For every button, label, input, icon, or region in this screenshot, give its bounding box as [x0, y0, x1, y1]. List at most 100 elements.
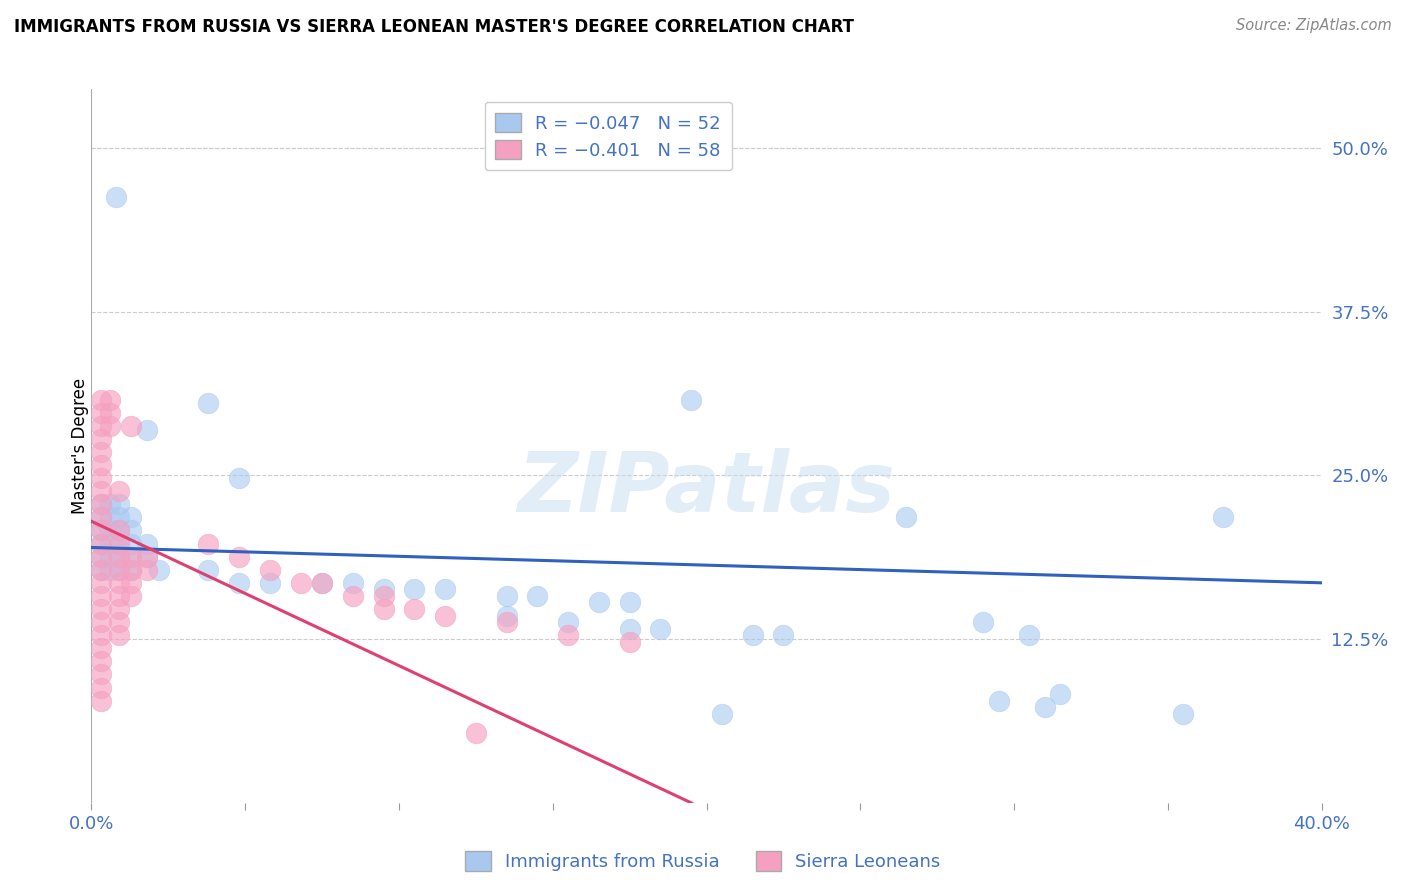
Point	[108, 524, 131, 538]
Point	[772, 628, 794, 642]
Point	[120, 575, 142, 590]
Text: Source: ZipAtlas.com: Source: ZipAtlas.com	[1236, 18, 1392, 33]
Point	[98, 563, 121, 577]
Point	[98, 418, 121, 433]
Point	[650, 622, 672, 636]
Point	[90, 497, 112, 511]
Point	[120, 536, 142, 550]
Point	[108, 510, 131, 524]
Text: IMMIGRANTS FROM RUSSIA VS SIERRA LEONEAN MASTER'S DEGREE CORRELATION CHART: IMMIGRANTS FROM RUSSIA VS SIERRA LEONEAN…	[14, 18, 853, 36]
Point	[90, 406, 112, 420]
Point	[135, 549, 157, 564]
Point	[108, 615, 131, 629]
Point	[1033, 700, 1056, 714]
Point	[90, 641, 112, 656]
Point	[619, 634, 641, 648]
Point	[108, 563, 131, 577]
Point	[741, 628, 763, 642]
Point	[135, 536, 157, 550]
Point	[619, 622, 641, 636]
Point	[90, 432, 112, 446]
Point	[373, 589, 395, 603]
Point	[120, 549, 142, 564]
Point	[108, 497, 131, 511]
Point	[90, 589, 112, 603]
Point	[228, 575, 250, 590]
Point	[342, 589, 364, 603]
Point	[495, 589, 517, 603]
Point	[135, 549, 157, 564]
Point	[90, 418, 112, 433]
Point	[98, 524, 121, 538]
Point	[311, 575, 333, 590]
Point	[98, 497, 121, 511]
Point	[434, 608, 457, 623]
Point	[90, 497, 112, 511]
Point	[135, 423, 157, 437]
Point	[228, 549, 250, 564]
Point	[120, 549, 142, 564]
Point	[197, 563, 219, 577]
Legend: Immigrants from Russia, Sierra Leoneans: Immigrants from Russia, Sierra Leoneans	[458, 844, 948, 879]
Point	[108, 563, 131, 577]
Point	[90, 654, 112, 668]
Point	[526, 589, 548, 603]
Point	[90, 615, 112, 629]
Point	[135, 563, 157, 577]
Point	[495, 608, 517, 623]
Point	[90, 681, 112, 695]
Point	[120, 418, 142, 433]
Point	[90, 549, 112, 564]
Point	[90, 602, 112, 616]
Point	[108, 536, 131, 550]
Point	[108, 589, 131, 603]
Point	[90, 471, 112, 485]
Point	[197, 396, 219, 410]
Point	[197, 536, 219, 550]
Point	[90, 536, 112, 550]
Point	[90, 392, 112, 407]
Point	[108, 602, 131, 616]
Point	[404, 602, 426, 616]
Point	[90, 524, 112, 538]
Point	[98, 536, 121, 550]
Text: ZIPatlas: ZIPatlas	[517, 449, 896, 529]
Point	[342, 575, 364, 590]
Point	[1212, 510, 1234, 524]
Point	[259, 575, 281, 590]
Point	[98, 406, 121, 420]
Point	[98, 510, 121, 524]
Y-axis label: Master's Degree: Master's Degree	[72, 378, 89, 514]
Point	[90, 575, 112, 590]
Point	[1173, 706, 1195, 721]
Point	[90, 536, 112, 550]
Point	[710, 706, 733, 721]
Point	[90, 628, 112, 642]
Point	[108, 549, 131, 564]
Point	[90, 524, 112, 538]
Point	[259, 563, 281, 577]
Point	[972, 615, 994, 629]
Point	[588, 595, 610, 609]
Point	[108, 549, 131, 564]
Point	[557, 628, 579, 642]
Point	[1049, 687, 1071, 701]
Point	[120, 510, 142, 524]
Point	[90, 458, 112, 472]
Point	[290, 575, 312, 590]
Point	[90, 667, 112, 681]
Point	[90, 549, 112, 564]
Legend: R = −0.047   N = 52, R = −0.401   N = 58: R = −0.047 N = 52, R = −0.401 N = 58	[485, 102, 731, 170]
Point	[228, 471, 250, 485]
Point	[98, 392, 121, 407]
Point	[90, 445, 112, 459]
Point	[373, 602, 395, 616]
Point	[148, 563, 170, 577]
Point	[120, 563, 142, 577]
Point	[108, 575, 131, 590]
Point	[404, 582, 426, 597]
Point	[98, 549, 121, 564]
Point	[373, 582, 395, 597]
Point	[896, 510, 918, 524]
Point	[105, 189, 127, 203]
